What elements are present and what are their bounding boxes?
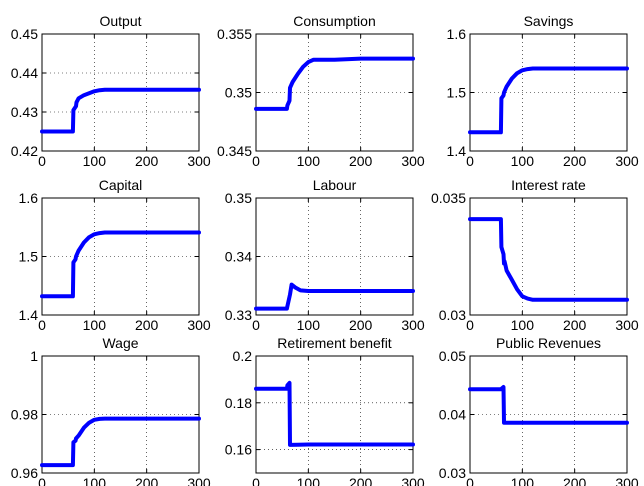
x-tick-label: 300 [401,153,425,169]
y-tick-label: 0.34 [225,249,252,265]
plot-title: Public Revenues [496,335,601,351]
subplot: Interest rate 0 100 200 300 0.03 0.035 [431,177,639,333]
plot-title: Consumption [293,13,376,29]
x-tick-label: 0 [252,317,260,333]
subplot: Public Revenues 0 100 200 300 0.03 0.04 0.05 [439,335,639,486]
plot-frame [255,33,414,152]
series-line [468,385,629,425]
y-tick-label: 1.4 [447,143,467,159]
y-tick-label: 0.35 [225,190,252,206]
x-tick-label: 200 [349,317,373,333]
y-tick-label: 0.355 [217,26,252,42]
subplot: Wage 0 100 200 300 0.96 0.98 1 [11,335,211,486]
y-tick-label: 0.345 [217,143,252,159]
subplot: Output 0 100 200 300 0.42 0.43 0.44 0.45 [11,13,211,169]
x-tick-label: 300 [615,317,639,333]
x-tick-label: 200 [135,475,159,486]
series-line [254,380,415,447]
x-tick-label: 100 [297,153,321,169]
plot-title: Wage [102,335,138,351]
x-tick-label: 300 [187,153,211,169]
subplot: Labour 0 100 200 300 0.33 0.34 0.35 [225,177,425,333]
y-tick-label: 0.96 [11,465,38,481]
plot-frame [469,355,628,474]
x-tick-label: 0 [38,153,46,169]
x-tick-label: 0 [252,153,260,169]
x-tick-label: 300 [187,317,211,333]
y-tick-label: 0.35 [225,85,252,101]
x-tick-label: 300 [187,475,211,486]
y-tick-label: 1 [30,348,38,364]
x-tick-label: 100 [511,317,535,333]
y-tick-label: 1.6 [19,190,39,206]
x-tick-label: 200 [135,153,159,169]
y-tick-label: 0.05 [439,348,466,364]
plot-frame [255,197,414,316]
plot-title: Capital [99,177,143,193]
series-line [254,56,415,111]
y-tick-label: 0.44 [11,65,38,81]
x-tick-label: 0 [38,317,46,333]
x-tick-label: 100 [511,475,535,486]
x-tick-label: 300 [401,317,425,333]
y-tick-label: 1.4 [19,307,39,323]
x-tick-label: 300 [401,475,425,486]
y-tick-label: 0.98 [11,407,38,423]
plot-title: Output [99,13,141,29]
y-tick-label: 1.6 [447,26,467,42]
y-tick-label: 0.18 [225,395,252,411]
plot-frame [255,355,414,474]
subplot: Capital 0 100 200 300 1.4 1.5 1.6 [19,177,211,333]
x-tick-label: 200 [349,153,373,169]
x-tick-label: 100 [297,475,321,486]
x-tick-label: 0 [252,475,260,486]
y-tick-label: 0.45 [11,26,38,42]
y-tick-label: 0.2 [233,348,253,364]
x-tick-label: 0 [38,475,46,486]
x-tick-label: 200 [563,475,587,486]
series-line [468,217,629,302]
subplot: Retirement benefit 0 100 200 300 0.16 0.18 0.2 [225,335,425,486]
plot-frame [41,355,200,474]
series-line [468,66,629,135]
x-tick-label: 100 [83,317,107,333]
plot-title: Retirement benefit [277,335,392,351]
x-tick-label: 200 [135,317,159,333]
plot-title: Interest rate [511,177,586,193]
y-tick-label: 0.43 [11,104,38,120]
subplot: Savings 0 100 200 300 1.4 1.5 1.6 [447,13,639,169]
series-line [40,87,201,134]
series-line [40,230,201,299]
x-tick-label: 100 [511,153,535,169]
x-tick-label: 200 [349,475,373,486]
y-tick-label: 0.03 [439,307,466,323]
plot-title: Savings [524,13,574,29]
x-tick-label: 300 [615,153,639,169]
x-tick-label: 0 [466,475,474,486]
x-tick-label: 100 [83,153,107,169]
plot-title: Labour [313,177,357,193]
y-tick-label: 0.33 [225,307,252,323]
series-line [254,282,415,311]
y-tick-label: 0.42 [11,143,38,159]
series-line [40,416,201,468]
x-tick-label: 0 [466,317,474,333]
y-tick-label: 0.16 [225,442,252,458]
y-tick-label: 0.04 [439,407,466,423]
x-tick-label: 100 [83,475,107,486]
x-tick-label: 200 [563,317,587,333]
y-tick-label: 0.035 [431,190,466,206]
x-tick-label: 200 [563,153,587,169]
x-tick-label: 100 [297,317,321,333]
y-tick-label: 1.5 [19,249,39,265]
x-tick-label: 0 [466,153,474,169]
y-tick-label: 0.03 [439,465,466,481]
subplot: Consumption 0 100 200 300 0.345 0.35 0.355 [217,13,425,169]
plot-frame [469,197,628,316]
x-tick-label: 300 [615,475,639,486]
y-tick-label: 1.5 [447,85,467,101]
